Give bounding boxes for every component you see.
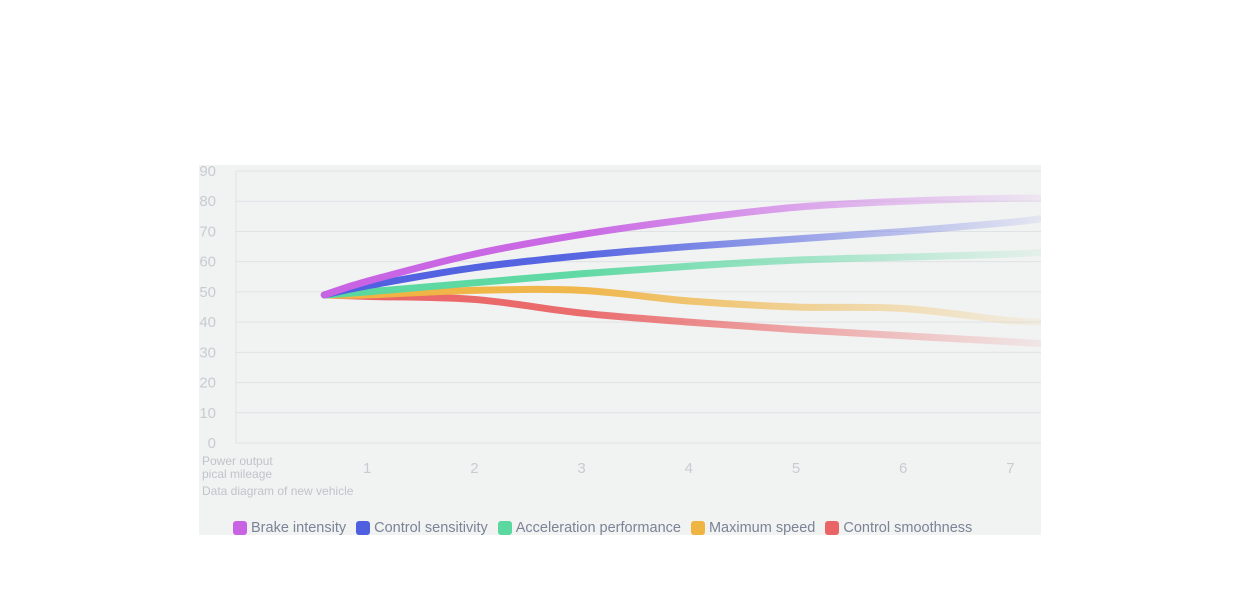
y-tick-label: 50 [199,284,216,301]
legend-item-control-sensitivity[interactable]: Control sensitivity [356,520,488,536]
legend-label: Acceleration performance [515,520,681,536]
x-tick-label: 4 [685,460,693,477]
legend-swatch [690,521,705,535]
series-line-brake-intensity [320,194,1041,299]
legend-item-maximum-speed[interactable]: Maximum speed [690,520,816,536]
legend-item-brake-intensity[interactable]: Brake intensity [233,520,346,536]
x-tick-label: 2 [470,460,478,477]
y-tick-label: 30 [199,344,216,361]
series-line-maximum-speed [320,285,1041,326]
series-line-control-smoothness [320,291,1041,348]
axis-note: pical mileage [202,467,272,481]
y-tick-label: 0 [208,435,216,452]
legend-swatch [233,521,247,535]
legend-label: Brake intensity [251,520,347,536]
line-chart: 0 10 20 30 40 50 60 70 80 90 1 2 3 4 5 6 7 Power output… [199,165,1041,498]
y-tick-label: 20 [199,375,216,392]
series-line-control-sensitivity [320,215,1041,299]
legend-label: Maximum speed [708,520,816,536]
legend: Brake intensity Control sensitivity Accele… [233,519,972,537]
y-tick-label: 70 [199,223,216,240]
series-layer [320,194,1041,348]
y-tick-label: 90 [199,165,216,180]
legend-swatch [825,521,840,535]
x-tick-label: 3 [577,460,585,477]
y-tick-label: 40 [199,314,216,331]
y-tick-label: 10 [199,405,216,422]
x-tick-label: 1 [363,460,371,477]
x-axis: 1 2 3 4 5 6 7 [363,460,1015,477]
x-tick-label: 5 [792,460,800,477]
y-tick-label: 80 [199,193,216,210]
series-line-acceleration-performance [320,248,1041,299]
axis-note: Power output [202,454,273,468]
legend-swatch [497,521,512,535]
y-axis: 0 10 20 30 40 50 60 70 80 90 [199,165,216,452]
legend-label: Control sensitivity [374,520,488,536]
legend-item-acceleration-performance[interactable]: Acceleration performance [497,520,681,536]
legend-swatch [356,521,371,535]
x-tick-label: 6 [899,460,907,477]
legend-item-control-smoothness[interactable]: Control smoothness [825,520,972,536]
x-tick-label: 7 [1006,460,1014,477]
chart-panel: 0 10 20 30 40 50 60 70 80 90 1 2 3 4 5 6 7 Power output… [199,165,1041,537]
axis-note: Data diagram of new vehicle [202,484,354,498]
legend-label: Control smoothness [843,520,973,536]
y-tick-label: 60 [199,254,216,271]
